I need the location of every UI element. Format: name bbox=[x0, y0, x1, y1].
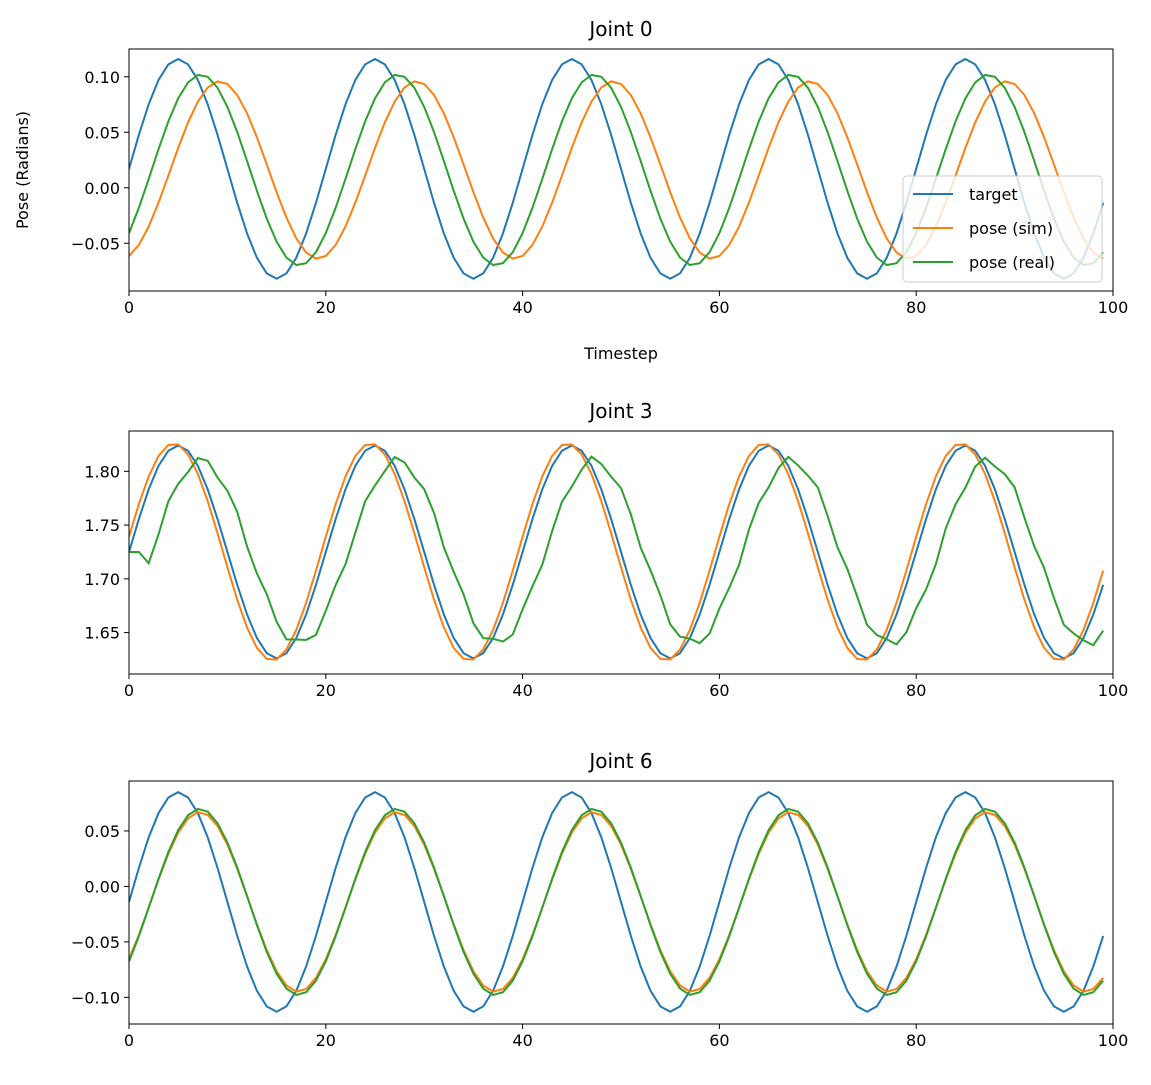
axes-frame bbox=[128, 430, 1114, 675]
x-axis-label: Timestep bbox=[583, 344, 658, 363]
series-line-1 bbox=[129, 811, 1104, 993]
subplot-title: Joint 3 bbox=[587, 399, 652, 423]
series-lines bbox=[129, 443, 1105, 661]
x-tick-label: 80 bbox=[906, 298, 926, 317]
x-tick-label: 40 bbox=[512, 1031, 532, 1050]
x-tick-label: 80 bbox=[906, 1031, 926, 1050]
y-tick-label: 0.05 bbox=[84, 123, 120, 142]
x-tick-label: 40 bbox=[512, 681, 532, 700]
series-line-1 bbox=[129, 443, 1105, 661]
y-tick-label: 1.70 bbox=[84, 570, 120, 589]
subplot-1: 0 20 40 60 80 100 1.65 1.70 1.75 1.80 Joint 3 bbox=[84, 399, 1128, 700]
series-line-2 bbox=[129, 73, 1104, 267]
series-line-0 bbox=[129, 790, 1105, 1013]
legend-entry-label: pose (sim) bbox=[969, 219, 1053, 238]
y-tick-label: 0.00 bbox=[84, 179, 120, 198]
legend-box bbox=[902, 175, 1103, 283]
x-tick-label: 0 bbox=[124, 298, 134, 317]
series-line-2 bbox=[129, 455, 1104, 647]
axes-frame bbox=[128, 780, 1114, 1025]
subplot-0: 0 20 40 60 80 100 −0.05 0.00 0.05 0.10 Joint 0 Time… bbox=[13, 17, 1128, 363]
y-tick-label: −0.10 bbox=[71, 988, 120, 1007]
series-line-0 bbox=[129, 57, 1105, 280]
x-tick-label: 80 bbox=[906, 681, 926, 700]
y-tick-label: 0.10 bbox=[84, 68, 120, 87]
x-tick-label: 60 bbox=[709, 1031, 729, 1050]
y-tick-label: 1.80 bbox=[84, 462, 120, 481]
legend-entry-label: pose (real) bbox=[969, 253, 1055, 272]
y-axis-label: Pose (Radians) bbox=[13, 111, 32, 229]
x-tick-label: 60 bbox=[709, 298, 729, 317]
x-tick-label: 20 bbox=[316, 681, 336, 700]
subplot-2: 0 20 40 60 80 100 −0.10 −0.05 0.00 0.05 Joint 6 bbox=[71, 749, 1128, 1050]
y-tick-label: −0.05 bbox=[71, 234, 120, 253]
legend-entry-label: target bbox=[969, 185, 1018, 204]
subplot-title: Joint 6 bbox=[587, 749, 652, 773]
x-tick-label: 0 bbox=[124, 681, 134, 700]
series-lines bbox=[129, 790, 1105, 1013]
y-tick-label: 1.75 bbox=[84, 516, 120, 535]
y-tick-label: 1.65 bbox=[84, 624, 120, 643]
x-tick-label: 100 bbox=[1098, 298, 1129, 317]
series-line-0 bbox=[129, 444, 1105, 660]
y-tick-label: −0.05 bbox=[71, 933, 120, 952]
subplot-title: Joint 0 bbox=[587, 17, 652, 41]
series-line-2 bbox=[129, 807, 1104, 997]
y-tick-label: 0.05 bbox=[84, 822, 120, 841]
x-tick-label: 100 bbox=[1098, 681, 1129, 700]
x-tick-label: 60 bbox=[709, 681, 729, 700]
legend: target pose (sim) pose (real) bbox=[902, 175, 1103, 283]
x-tick-label: 100 bbox=[1098, 1031, 1129, 1050]
y-tick-label: 0.00 bbox=[84, 877, 120, 896]
x-tick-label: 0 bbox=[124, 1031, 134, 1050]
x-tick-label: 40 bbox=[512, 298, 532, 317]
axes-frame bbox=[128, 48, 1114, 292]
x-tick-label: 20 bbox=[316, 1031, 336, 1050]
x-tick-label: 20 bbox=[316, 298, 336, 317]
